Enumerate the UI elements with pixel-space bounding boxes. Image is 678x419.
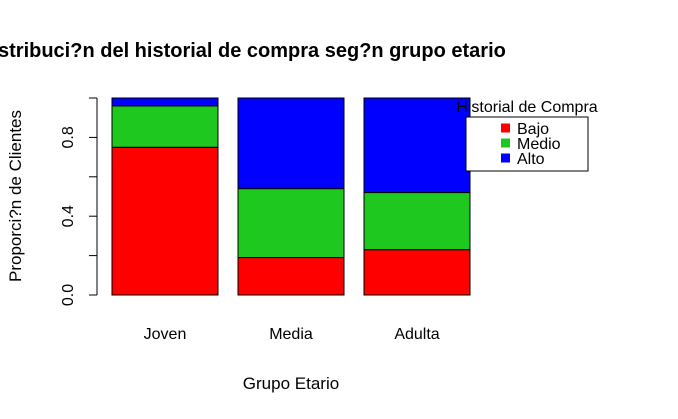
- legend-entry: Bajo: [517, 121, 549, 138]
- legend-entry: Alto: [517, 151, 545, 168]
- y-tick-label: 0.8: [60, 126, 77, 148]
- bar-segment: [363, 192, 471, 251]
- x-axis-title: Grupo Etario: [243, 374, 339, 393]
- x-tick-label: Adulta: [394, 326, 439, 343]
- y-tick-label: 0.0: [60, 284, 77, 306]
- x-axis-labels: Joven Media Adulta: [144, 326, 440, 343]
- bars: [111, 97, 471, 296]
- legend-swatch: [501, 138, 510, 148]
- legend-title: Historial de Compra: [456, 99, 597, 116]
- legend-swatch: [501, 153, 510, 163]
- y-tick-label: 0.4: [60, 205, 77, 227]
- bar-segment: [363, 97, 471, 194]
- bar-segment: [111, 97, 219, 107]
- bar-segment: [237, 97, 345, 190]
- bar-segment: [111, 105, 219, 148]
- x-tick-label: Joven: [144, 326, 187, 343]
- x-tick-label: Media: [269, 326, 313, 343]
- bar-segment: [237, 188, 345, 259]
- bar-segment: [111, 146, 219, 296]
- legend-swatch: [501, 123, 510, 133]
- y-axis: 0.0 0.4 0.8: [60, 97, 98, 306]
- chart-title: stribuci?n del historial de compra seg?n…: [0, 40, 506, 62]
- bar-segment: [237, 257, 345, 296]
- legend-box: [465, 116, 589, 172]
- bar-segment: [363, 249, 471, 296]
- y-axis-title: Proporci?n de Clientes: [6, 110, 25, 282]
- legend-entry: Medio: [517, 136, 561, 153]
